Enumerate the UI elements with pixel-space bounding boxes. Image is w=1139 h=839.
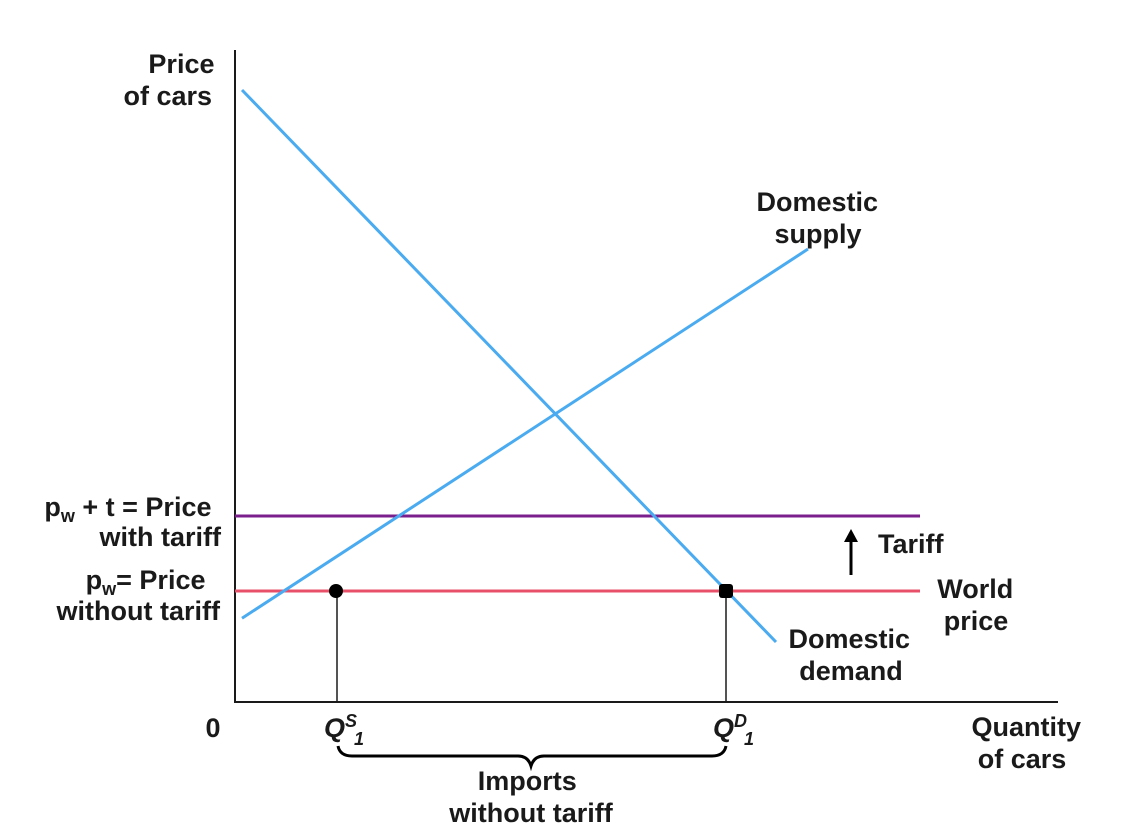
qd1-sub: 1 <box>744 729 754 749</box>
domestic-supply-label-line-1: Domestic <box>756 187 878 217</box>
imports-label-line-2: without tariff <box>448 798 613 828</box>
domestic-supply-label-line-2: supply <box>774 219 861 249</box>
price-with-tariff-label: pw + t = Price with tariff <box>44 492 222 552</box>
qs1-sup: S <box>345 711 357 731</box>
domestic-supply-label: Domestic supply <box>756 187 885 249</box>
x-axis-label: Quantity of cars <box>971 712 1088 774</box>
imports-label-line-1: Imports <box>478 766 577 796</box>
imports-brace <box>336 745 728 772</box>
y-axis-label-line-2: of cars <box>123 81 212 111</box>
qs1-sub: 1 <box>354 729 364 749</box>
pw-symbol-2: p <box>86 565 103 595</box>
pw-symbol-1: p <box>44 492 61 522</box>
domestic-demand-label: Domestic demand <box>788 624 917 686</box>
pw-subscript-2: w <box>101 579 117 599</box>
tariff-arrow-icon <box>844 529 858 575</box>
world-price-left-label-rest: = Price <box>116 565 205 595</box>
tariff-label: Tariff <box>878 529 945 559</box>
origin-label: 0 <box>205 713 220 743</box>
qs1-base: Q <box>324 713 345 743</box>
qd1-label: QD 1 <box>713 711 754 749</box>
qd1-sup: D <box>734 711 747 731</box>
x-axis-label-line-2: of cars <box>978 744 1067 774</box>
world-price-right-label-line-1: World <box>937 574 1013 604</box>
domestic-demand-label-line-1: Domestic <box>788 624 910 654</box>
qs1-intersection-dot <box>329 584 343 598</box>
qd1-intersection-square <box>719 584 733 598</box>
price-with-tariff-label-rest: + t = Price <box>75 492 212 522</box>
world-price-right-label-line-2: price <box>944 606 1009 636</box>
world-price-right-label: World price <box>937 574 1021 636</box>
world-price-left-label-line-2: without tariff <box>56 596 221 626</box>
qd1-base: Q <box>713 713 734 743</box>
imports-label: Imports without tariff <box>448 766 613 828</box>
pw-subscript-1: w <box>60 506 76 526</box>
world-price-left-label: pw= Price without tariff <box>56 565 221 626</box>
domestic-demand-curve <box>240 88 778 644</box>
qs1-label: QS 1 <box>324 711 364 749</box>
domestic-supply-curve <box>241 247 809 620</box>
price-with-tariff-label-line-2: with tariff <box>99 522 222 552</box>
domestic-demand-label-line-2: demand <box>799 656 903 686</box>
y-axis-label: Price of cars <box>123 49 222 111</box>
x-axis-label-line-1: Quantity <box>971 712 1081 742</box>
y-axis-label-line-1: Price <box>148 49 214 79</box>
